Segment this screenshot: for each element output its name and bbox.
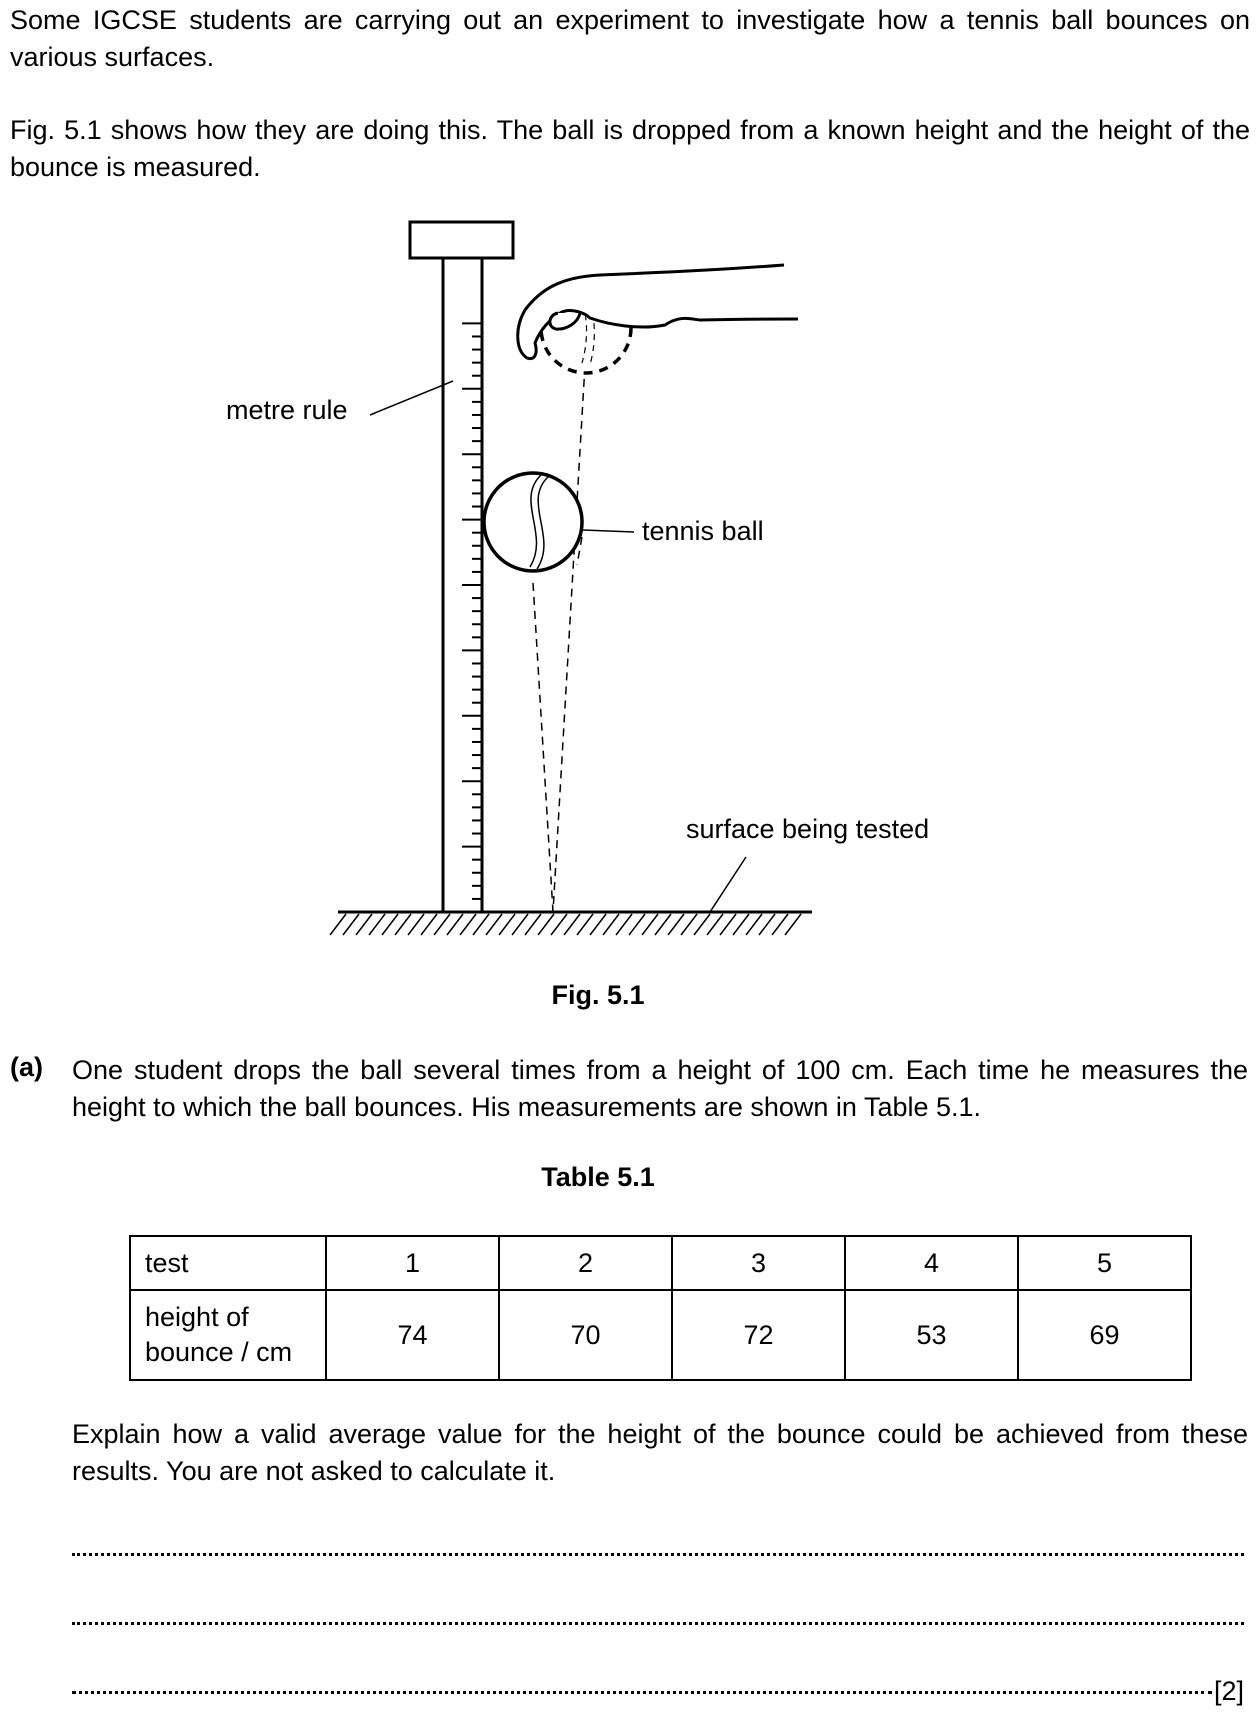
height-cell: 72 xyxy=(671,1289,846,1381)
test-number-cell: 5 xyxy=(1017,1235,1192,1291)
intro-paragraph-2: Fig. 5.1 shows how they are doing this. … xyxy=(10,115,1250,182)
table-row-height: height of bounce / cm 74 70 72 53 69 xyxy=(129,1289,1192,1381)
row-header-test: test xyxy=(129,1235,327,1291)
hand xyxy=(516,263,799,361)
height-cell: 74 xyxy=(325,1289,500,1381)
explain-question-text: Explain how a valid average value for th… xyxy=(72,1419,1248,1486)
answer-line-3[interactable] xyxy=(72,1675,1212,1694)
question-a-text: One student drops the ball several times… xyxy=(72,1055,1248,1122)
height-cell: 69 xyxy=(1017,1289,1192,1381)
test-number-cell: 4 xyxy=(844,1235,1019,1291)
test-number-cell: 1 xyxy=(325,1235,500,1291)
height-cell: 70 xyxy=(498,1289,673,1381)
answer-line-2[interactable] xyxy=(72,1606,1244,1625)
label-tennis-ball: tennis ball xyxy=(642,516,764,546)
figure-5-1-diagram: metre rule tennis ball surface being tes… xyxy=(226,220,929,936)
height-cell: 53 xyxy=(844,1289,1019,1381)
row-header-height-line2: bounce / cm xyxy=(145,1337,293,1367)
intro-paragraph-1: Some IGCSE students are carrying out an … xyxy=(10,5,1250,72)
test-number-cell: 2 xyxy=(498,1235,673,1291)
table-title: Table 5.1 xyxy=(541,1162,655,1192)
trajectory-lines xyxy=(532,364,586,913)
label-metre-rule: metre rule xyxy=(226,395,348,425)
answer-line-1[interactable] xyxy=(72,1537,1244,1556)
test-number-cell: 3 xyxy=(671,1235,846,1291)
tennis-ball xyxy=(482,471,584,573)
results-table: test 1 2 3 4 5 height of bounce / cm 74 7… xyxy=(129,1235,1192,1381)
row-header-height-line1: height of xyxy=(145,1302,249,1332)
figure-caption: Fig. 5.1 xyxy=(551,980,645,1010)
ground-surface xyxy=(329,910,812,936)
table-row-test: test 1 2 3 4 5 xyxy=(129,1235,1192,1291)
rule-clamp xyxy=(408,220,515,260)
marks-label: [2] xyxy=(1214,1676,1245,1706)
label-surface: surface being tested xyxy=(686,814,929,844)
question-a-marker: (a) xyxy=(10,1052,43,1082)
row-header-height: height of bounce / cm xyxy=(129,1289,327,1381)
